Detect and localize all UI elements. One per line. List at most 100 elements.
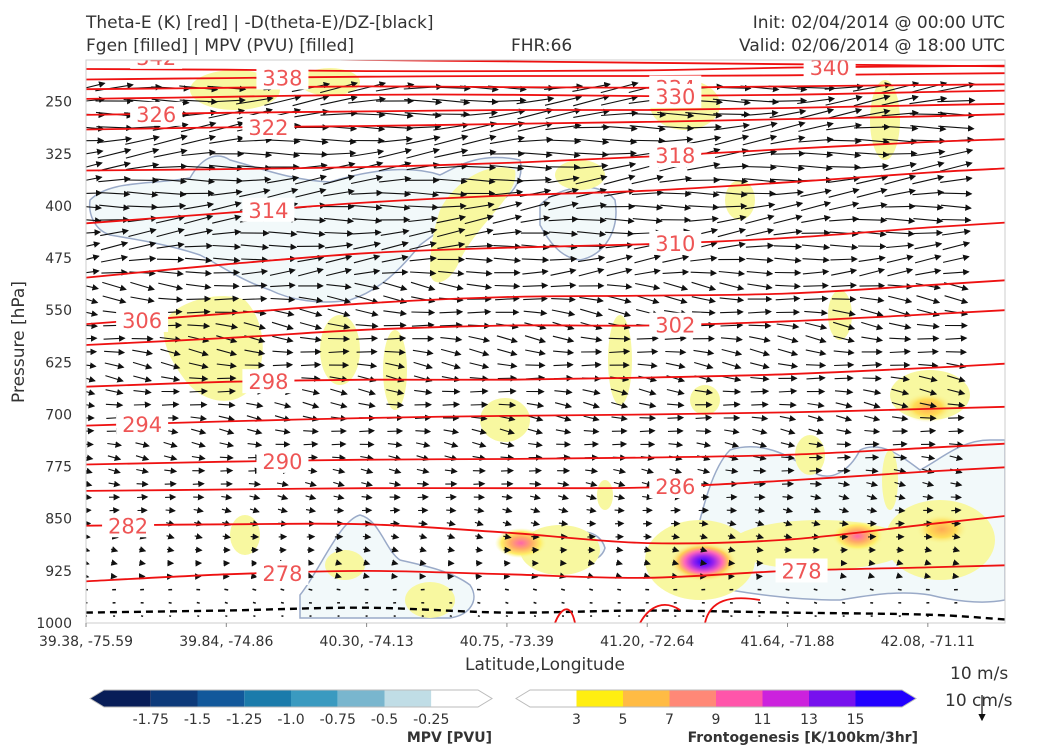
wind-vector bbox=[838, 493, 850, 501]
wind-vector bbox=[544, 94, 583, 106]
wind-vector bbox=[128, 241, 157, 250]
wind-vector bbox=[583, 401, 600, 409]
wind-vector bbox=[242, 282, 268, 289]
colorbar-tick-label: -1.5 bbox=[184, 712, 211, 728]
wind-vector bbox=[803, 282, 829, 289]
wind-vector bbox=[328, 335, 351, 343]
wind-vector bbox=[749, 336, 771, 343]
colorbar-swatch bbox=[384, 690, 432, 707]
wind-vector bbox=[497, 362, 518, 369]
wind-vector bbox=[835, 402, 853, 409]
valid-time: Valid: 02/06/2014 @ 18:00 UTC bbox=[739, 36, 1005, 56]
wind-vector bbox=[864, 428, 881, 435]
wind-vector bbox=[138, 546, 147, 553]
wind-vector bbox=[156, 227, 185, 238]
wind-vector bbox=[308, 588, 313, 591]
wind-vector bbox=[606, 254, 633, 264]
wind-vector bbox=[246, 401, 264, 409]
theta-e-label: 290 bbox=[262, 450, 302, 474]
wind-vector bbox=[663, 281, 689, 291]
colorbar-tick-label: 13 bbox=[800, 712, 818, 728]
wind-vector bbox=[158, 296, 184, 303]
wind-vector bbox=[489, 135, 525, 145]
wind-vector bbox=[404, 98, 443, 106]
wind-vector bbox=[160, 348, 181, 357]
wind-vector bbox=[101, 269, 128, 276]
wind-vector bbox=[505, 615, 509, 618]
wind-vector bbox=[293, 151, 329, 158]
theta-e-label-bg bbox=[116, 307, 169, 332]
wind-vector bbox=[187, 322, 211, 330]
wind-vector bbox=[434, 148, 469, 158]
wind-vector bbox=[358, 401, 376, 409]
wind-vector bbox=[97, 147, 132, 159]
wind-vector bbox=[498, 388, 517, 395]
wind-vector bbox=[379, 204, 411, 211]
wind-vector bbox=[125, 162, 160, 171]
wind-vector bbox=[886, 242, 915, 249]
wind-vector bbox=[548, 216, 579, 223]
wind-vector bbox=[777, 348, 799, 357]
wind-vector bbox=[356, 335, 379, 342]
wind-vector bbox=[881, 94, 919, 106]
wind-vector bbox=[320, 95, 358, 106]
wind-vector bbox=[811, 506, 822, 514]
wind-vector bbox=[383, 309, 407, 317]
wind-vector bbox=[247, 428, 263, 435]
wind-vector bbox=[360, 467, 374, 475]
wind-vector bbox=[86, 362, 97, 369]
wind-vector bbox=[699, 533, 708, 540]
wind-vector bbox=[912, 174, 945, 185]
wind-vector bbox=[631, 189, 664, 197]
wind-vector bbox=[586, 493, 597, 501]
wind-vector bbox=[638, 388, 657, 396]
x-tick-label: 42.08, -71.11 bbox=[881, 634, 975, 650]
wind-vector bbox=[893, 467, 907, 475]
wind-vector bbox=[551, 296, 576, 303]
colorbar-tick-label: -0.5 bbox=[371, 712, 398, 728]
colorbar-swatch bbox=[809, 690, 856, 707]
wind-vector bbox=[952, 546, 961, 553]
wind-vector bbox=[518, 164, 553, 172]
wind-vector bbox=[386, 401, 404, 409]
wind-vector bbox=[436, 214, 467, 224]
wind-vector bbox=[86, 161, 103, 168]
wind-vector bbox=[531, 533, 540, 541]
x-tick-label: 41.20, -72.64 bbox=[600, 634, 694, 650]
wind-vector bbox=[949, 441, 964, 448]
wind-vector bbox=[949, 454, 964, 461]
wind-vector bbox=[573, 138, 610, 146]
wind-vector bbox=[443, 428, 460, 435]
wind-vector bbox=[212, 228, 242, 236]
wind-vector bbox=[184, 242, 213, 250]
wind-vector bbox=[522, 282, 549, 289]
wind-vector bbox=[217, 388, 236, 395]
wind-vector bbox=[909, 95, 948, 105]
wind-vector bbox=[411, 321, 435, 329]
wind-vector bbox=[154, 190, 187, 198]
wind-vector bbox=[492, 228, 522, 236]
wind-vector bbox=[826, 137, 862, 145]
wind-vector bbox=[166, 533, 175, 540]
wind-vector bbox=[86, 189, 103, 197]
wind-vector bbox=[804, 309, 828, 317]
wind-vector bbox=[700, 559, 708, 566]
colorbar-swatch bbox=[244, 690, 291, 707]
wind-vector bbox=[98, 176, 131, 183]
wind-vector bbox=[617, 588, 622, 591]
wind-vector bbox=[447, 533, 456, 540]
wind-vector bbox=[219, 454, 234, 461]
fgen-core bbox=[915, 514, 968, 545]
wind-vector bbox=[353, 241, 381, 250]
wind-vector bbox=[305, 506, 317, 514]
wind-vector bbox=[99, 204, 130, 211]
wind-vector bbox=[864, 415, 881, 422]
wind-vector bbox=[685, 123, 723, 131]
wind-vector bbox=[747, 283, 773, 291]
wind-vector bbox=[839, 520, 849, 527]
wind-vector bbox=[100, 254, 129, 263]
wind-vector bbox=[714, 134, 750, 146]
wind-vector bbox=[352, 229, 382, 236]
wind-vector bbox=[691, 296, 716, 304]
wind-vector bbox=[826, 151, 862, 159]
